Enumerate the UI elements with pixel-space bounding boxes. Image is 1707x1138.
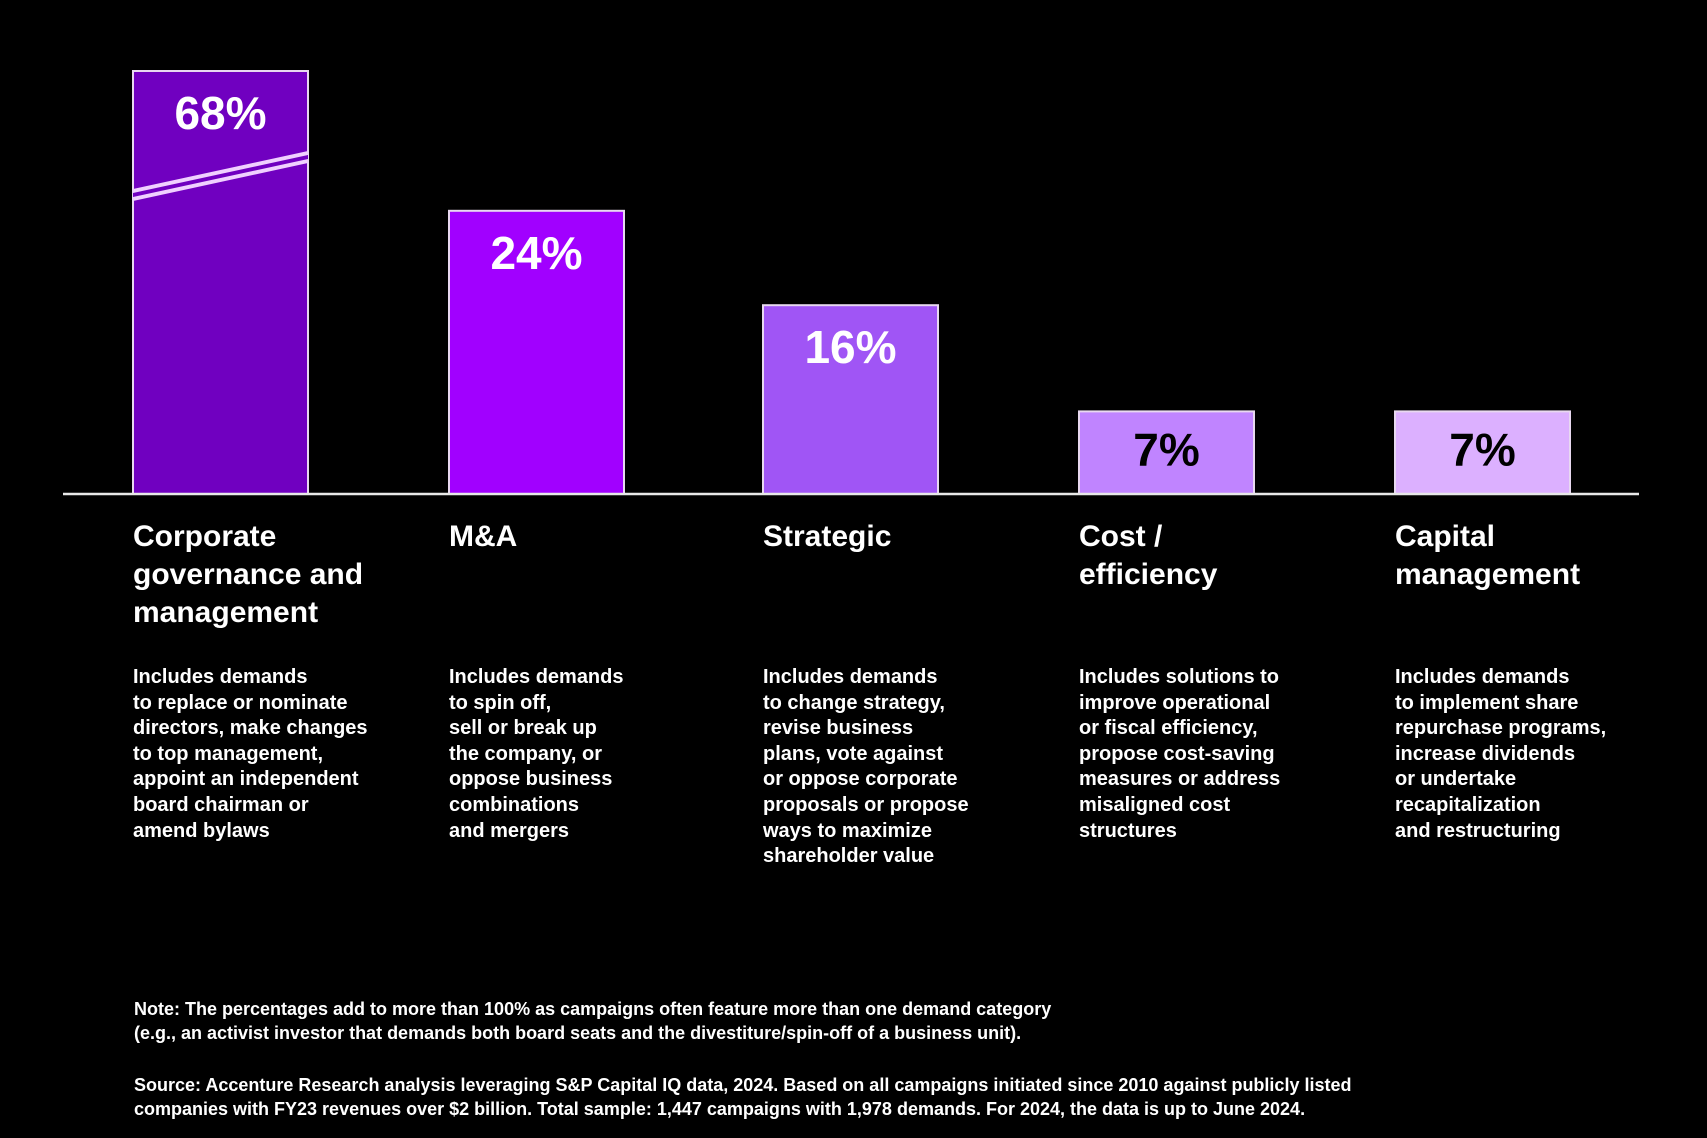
description-line: Includes solutions to (1079, 666, 1280, 688)
description-line: propose cost-saving (1079, 742, 1275, 765)
category-label-line: efficiency (1079, 558, 1218, 591)
source-line: Source: Accenture Research analysis leve… (134, 1075, 1352, 1095)
category-label: Capital management (1395, 518, 1695, 594)
data-label: 24% (490, 227, 582, 279)
description-line: or oppose corporate (763, 768, 958, 791)
category-description: Includes demands to spin off, sell or brea… (449, 665, 749, 844)
description-line: or fiscal efficiency, (1079, 717, 1258, 740)
category-label-line: management (133, 596, 319, 629)
category-description: Includes demands to replace or nominate di… (133, 665, 433, 844)
description-line: sell or break up (449, 717, 597, 740)
category-label-line: Cost / (1079, 520, 1163, 553)
description-line: or undertake (1395, 768, 1517, 791)
category-description: Includes demands to implement share repurc… (1395, 665, 1695, 844)
chart-source: Source: Accenture Research analysis leve… (134, 1073, 1634, 1121)
category-label: Cost / efficiency (1079, 518, 1379, 594)
description-line: board chairman or (133, 793, 309, 816)
category-label-line: governance and (133, 558, 364, 591)
description-line: directors, make changes (133, 717, 368, 740)
category-description: Includes demands to change strategy, revis… (763, 665, 1063, 870)
description-line: Includes demands (449, 666, 624, 688)
axis-break-gap (133, 155, 308, 197)
category-label-line: management (1395, 558, 1581, 591)
chart-note: Note: The percentages add to more than 1… (134, 997, 1634, 1045)
description-line: and mergers (449, 819, 570, 842)
description-line: the company, or (449, 742, 602, 765)
category-label: M&A (449, 518, 749, 556)
bar-1 (448, 209, 625, 496)
description-line: repurchase programs, (1395, 717, 1607, 740)
description-line: improve operational (1079, 691, 1271, 714)
category-label-line: M&A (449, 520, 518, 553)
description-line: recapitalization (1395, 793, 1541, 816)
data-label: 7% (1133, 423, 1199, 475)
description-line: oppose business (449, 768, 613, 791)
description-line: to replace or nominate (133, 691, 348, 714)
bar-0 (132, 70, 309, 495)
category-label: Corporate governance and management (133, 518, 433, 632)
category-label: Strategic (763, 518, 1063, 556)
description-line: to change strategy, (763, 691, 945, 714)
description-line: to top management, (133, 742, 324, 765)
description-line: structures (1079, 819, 1177, 842)
bar-3 (1078, 410, 1255, 495)
description-line: amend bylaws (133, 819, 270, 842)
description-line: Includes demands (133, 666, 308, 688)
category-label-line: Capital (1395, 520, 1496, 553)
bar-4 (1394, 410, 1571, 495)
description-line: appoint an independent (133, 768, 359, 791)
bar-chart: 68% 24% 16% 7% 7% (63, 70, 1639, 496)
description-line: Includes demands (1395, 666, 1570, 688)
category-label-line: Corporate (133, 520, 277, 553)
description-line: plans, vote against (763, 742, 944, 765)
description-line: and restructuring (1395, 819, 1561, 842)
description-line: Includes demands (763, 666, 938, 688)
description-line: measures or address (1079, 768, 1281, 791)
description-line: shareholder value (763, 845, 935, 868)
description-line: ways to maximize (763, 819, 932, 842)
category-label-line: Strategic (763, 520, 892, 553)
description-line: revise business (763, 717, 914, 740)
description-line: proposals or propose (763, 793, 969, 816)
note-line: Note: The percentages add to more than 1… (134, 999, 1052, 1019)
description-line: increase dividends (1395, 742, 1576, 765)
data-label: 7% (1449, 423, 1515, 475)
description-line: to implement share (1395, 691, 1579, 714)
data-label: 68% (174, 87, 266, 139)
bar-2 (762, 304, 939, 496)
category-description: Includes solutions to improve operational… (1079, 665, 1379, 844)
description-line: to spin off, (449, 691, 552, 714)
data-label: 16% (804, 321, 896, 373)
description-line: combinations (449, 793, 580, 816)
description-line: misaligned cost (1079, 793, 1231, 816)
source-line: companies with FY23 revenues over $2 bil… (134, 1099, 1306, 1119)
note-line: (e.g., an activist investor that demands… (134, 1023, 1022, 1043)
